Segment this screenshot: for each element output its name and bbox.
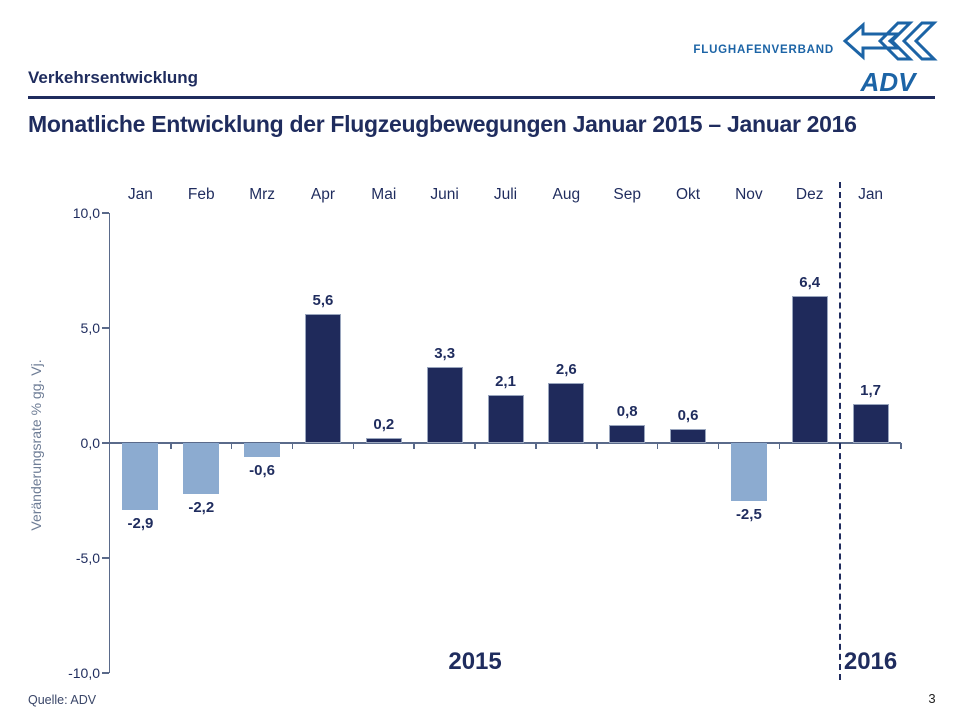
bar (487, 394, 524, 443)
x-axis-tick (230, 443, 233, 449)
x-axis-tick (291, 443, 294, 449)
y-axis (108, 213, 110, 673)
bar-value-label: 2,1 (495, 372, 516, 390)
bar-value-label: 3,3 (434, 345, 456, 363)
bar (730, 443, 767, 501)
bar-value-label: -2,9 (127, 514, 154, 532)
bar (670, 429, 707, 443)
x-axis-tick (352, 443, 355, 449)
y-axis-tick (101, 557, 109, 559)
year-label-2016: 2016 (843, 648, 898, 675)
bar (365, 438, 402, 443)
bar (791, 295, 828, 443)
bar (304, 314, 341, 443)
x-axis-tick (596, 443, 598, 449)
x-axis-tick (900, 443, 902, 449)
x-axis-tick (170, 443, 172, 449)
x-axis-tick (535, 443, 537, 449)
bar (609, 424, 646, 443)
x-axis-tick (656, 443, 659, 449)
logo-org-text: FLUGHAFENVERBAND (693, 44, 834, 56)
x-axis-tick (474, 443, 476, 449)
year-label-2015: 2015 (448, 648, 502, 675)
bar (122, 443, 159, 510)
page-title: Monatliche Entwicklung der Flugzeugbeweg… (28, 111, 857, 137)
bar-value-label: -2,5 (735, 505, 762, 523)
x-axis-tick (778, 443, 781, 449)
y-axis-tick (101, 327, 109, 329)
bar (183, 443, 220, 494)
x-axis-tick (413, 443, 415, 449)
y-tick-label: 10,0 (72, 205, 100, 221)
year-separator-line (839, 182, 841, 680)
x-axis-tick (717, 443, 720, 449)
bar-value-label: 6,4 (799, 273, 821, 291)
bar-value-label: 5,6 (312, 292, 334, 310)
month-label: Okt (675, 186, 701, 203)
page-number: 3 (928, 691, 936, 706)
y-tick-label: -5,0 (75, 550, 100, 566)
month-label: Sep (613, 186, 641, 203)
month-label: Aug (552, 186, 581, 203)
bar (244, 443, 281, 457)
month-label: Nov (735, 186, 763, 203)
y-axis-tick (101, 212, 109, 214)
month-label: Juni (430, 186, 459, 203)
month-label: Jan (127, 186, 153, 203)
month-label: Mrz (249, 186, 276, 203)
bar-value-label: 1,7 (860, 381, 881, 399)
source-note: Quelle: ADV (28, 693, 97, 707)
bar-value-label: -0,6 (249, 461, 276, 479)
bar (426, 367, 463, 443)
section-label: Verkehrsentwicklung (28, 68, 199, 87)
bar-value-label: -2,2 (188, 498, 215, 516)
y-tick-label: -10,0 (68, 665, 100, 681)
month-label: Dez (795, 186, 824, 203)
y-tick-label: 5,0 (80, 320, 100, 336)
bar (852, 403, 889, 443)
bar-value-label: 0,6 (677, 407, 699, 425)
bar (548, 383, 585, 443)
y-axis-tick (101, 672, 109, 674)
header-rule (28, 96, 935, 99)
x-axis (110, 442, 901, 444)
bar-value-label: 0,2 (373, 416, 395, 434)
y-axis-tick (101, 442, 109, 444)
month-label: Apr (310, 186, 336, 203)
month-label: Feb (187, 186, 215, 203)
month-label: Juli (493, 186, 518, 203)
adv-logo: FLUGHAFENVERBAND ADV (682, 14, 942, 100)
y-tick-label: 0,0 (80, 435, 100, 451)
month-label: Mai (371, 186, 397, 203)
logo-abbr-text: ADV (860, 67, 919, 97)
month-label: Jan (858, 186, 884, 203)
adv-arrow-icon: ADV (842, 21, 938, 97)
bar-value-label: 2,6 (555, 361, 577, 379)
bar-value-label: 0,8 (616, 402, 638, 420)
